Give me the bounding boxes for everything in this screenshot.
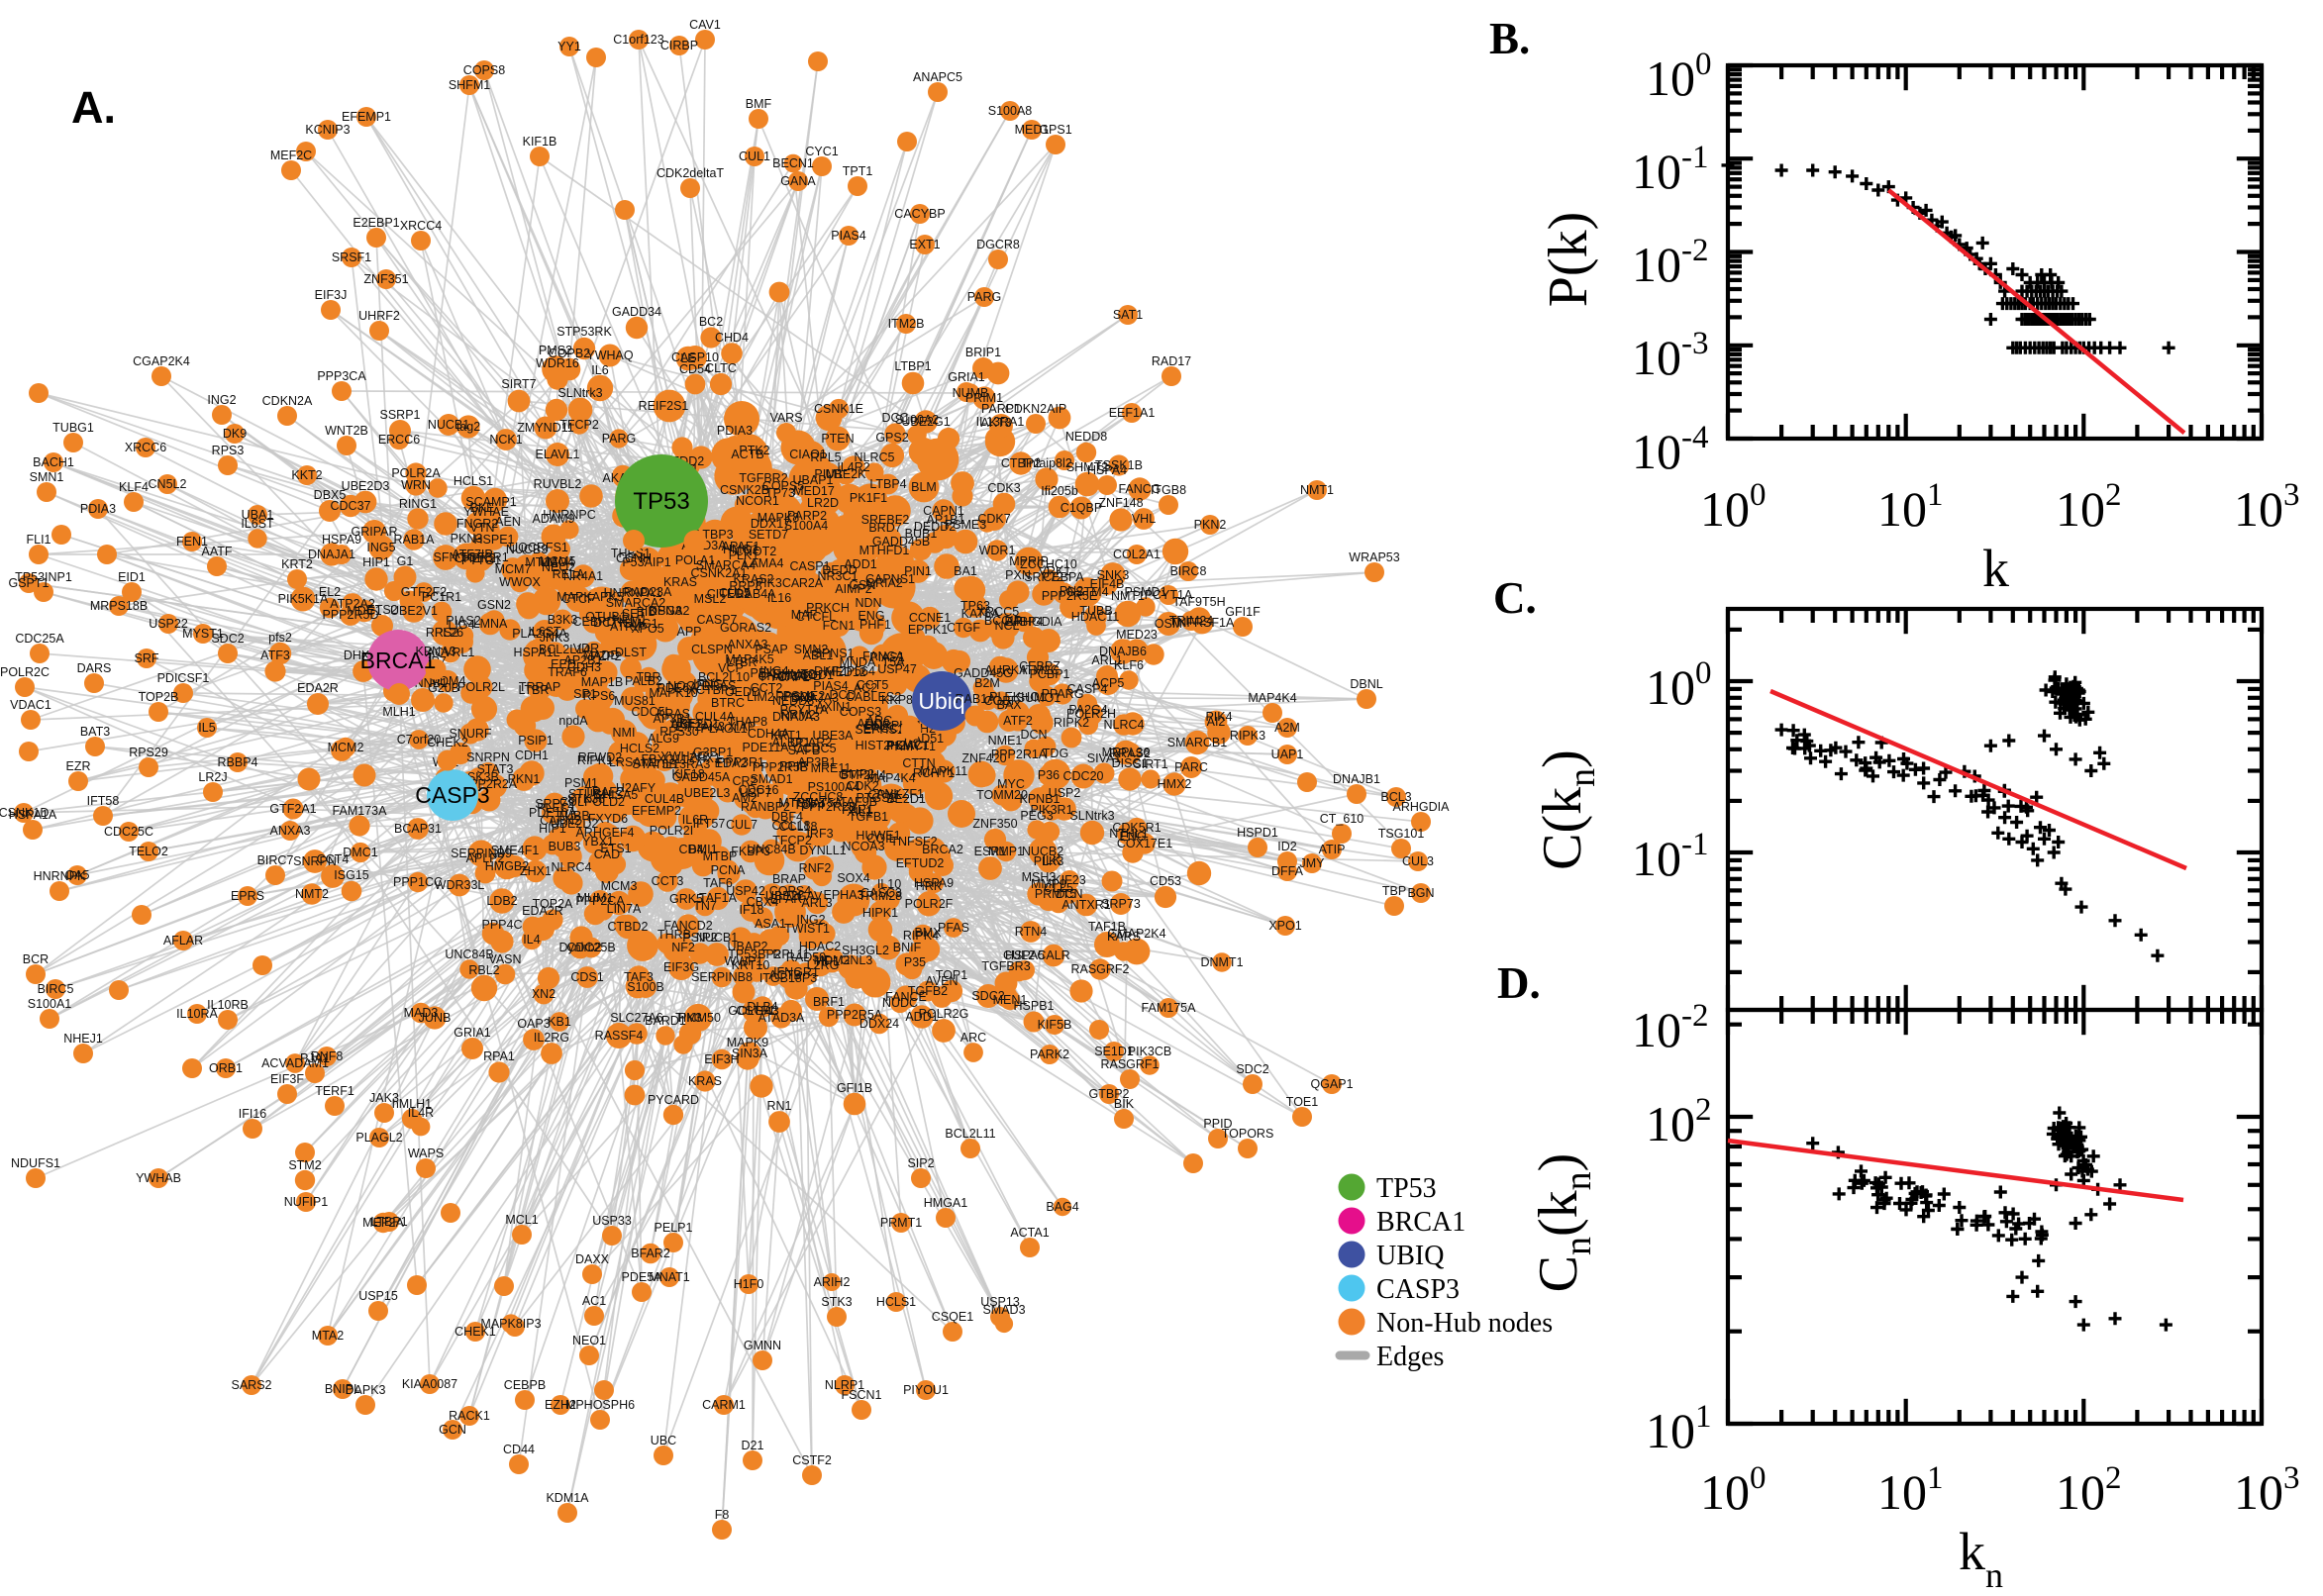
svg-text:ATF3: ATF3 (260, 648, 290, 662)
svg-text:CTBD2: CTBD2 (608, 920, 649, 934)
svg-text:RASSF4: RASSF4 (595, 1029, 644, 1043)
svg-text:LR2D: LR2D (807, 496, 839, 510)
svg-text:PPIF: PPIF (779, 759, 807, 773)
svg-text:CD53: CD53 (1150, 874, 1181, 888)
svg-text:PSIP1: PSIP1 (518, 734, 553, 748)
svg-text:HCLS1: HCLS1 (454, 474, 493, 488)
svg-text:ASA1: ASA1 (755, 917, 786, 931)
svg-text:FCN1: FCN1 (823, 619, 856, 633)
svg-text:GFI1B: GFI1B (837, 1081, 872, 1095)
svg-text:NME1: NME1 (988, 734, 1023, 748)
svg-text:S100A4: S100A4 (784, 519, 829, 533)
svg-text:Ifi205b: Ifi205b (1041, 484, 1078, 498)
svg-text:CDK3: CDK3 (987, 481, 1020, 495)
svg-text:NCK1: NCK1 (489, 433, 522, 447)
svg-text:PK1F1: PK1F1 (850, 491, 887, 505)
svg-text:LTBP4: LTBP4 (869, 477, 906, 491)
svg-text:CCL18: CCL18 (772, 819, 811, 833)
svg-text:PIN1: PIN1 (904, 564, 932, 578)
svg-text:POLR2F: POLR2F (905, 897, 954, 911)
svg-text:npdA: npdA (558, 714, 588, 728)
svg-text:IL16: IL16 (767, 591, 791, 605)
svg-text:EFTUD2: EFTUD2 (896, 856, 945, 870)
svg-text:ELAVL1: ELAVL1 (536, 448, 580, 461)
svg-text:EPPK1: EPPK1 (908, 623, 948, 637)
svg-text:HMG1: HMG1 (723, 543, 758, 556)
svg-text:SETD7: SETD7 (749, 528, 788, 542)
svg-text:GPS2: GPS2 (875, 431, 908, 445)
svg-text:PDE11A: PDE11A (742, 741, 789, 754)
svg-text:LTBR: LTBR (518, 683, 549, 697)
svg-text:DNAJA1: DNAJA1 (308, 548, 355, 561)
svg-text:BUB3: BUB3 (549, 840, 581, 853)
svg-text:CDH1: CDH1 (515, 748, 549, 762)
svg-text:LDB2: LDB2 (486, 894, 517, 908)
svg-text:GADD45A: GADD45A (672, 770, 731, 784)
svg-text:CCNE1: CCNE1 (909, 611, 951, 625)
svg-text:APP: APP (676, 625, 701, 639)
svg-text:MCM2: MCM2 (328, 741, 364, 754)
svg-text:UBE2L3: UBE2L3 (684, 786, 731, 800)
svg-text:G1: G1 (397, 554, 414, 568)
svg-text:IL6: IL6 (591, 363, 608, 377)
svg-text:HIP1: HIP1 (362, 555, 390, 569)
svg-text:SLNtrk3: SLNtrk3 (557, 386, 602, 400)
svg-text:ENG: ENG (858, 609, 884, 623)
svg-text:ING5: ING5 (366, 541, 395, 554)
svg-text:AIMP2: AIMP2 (835, 582, 872, 596)
